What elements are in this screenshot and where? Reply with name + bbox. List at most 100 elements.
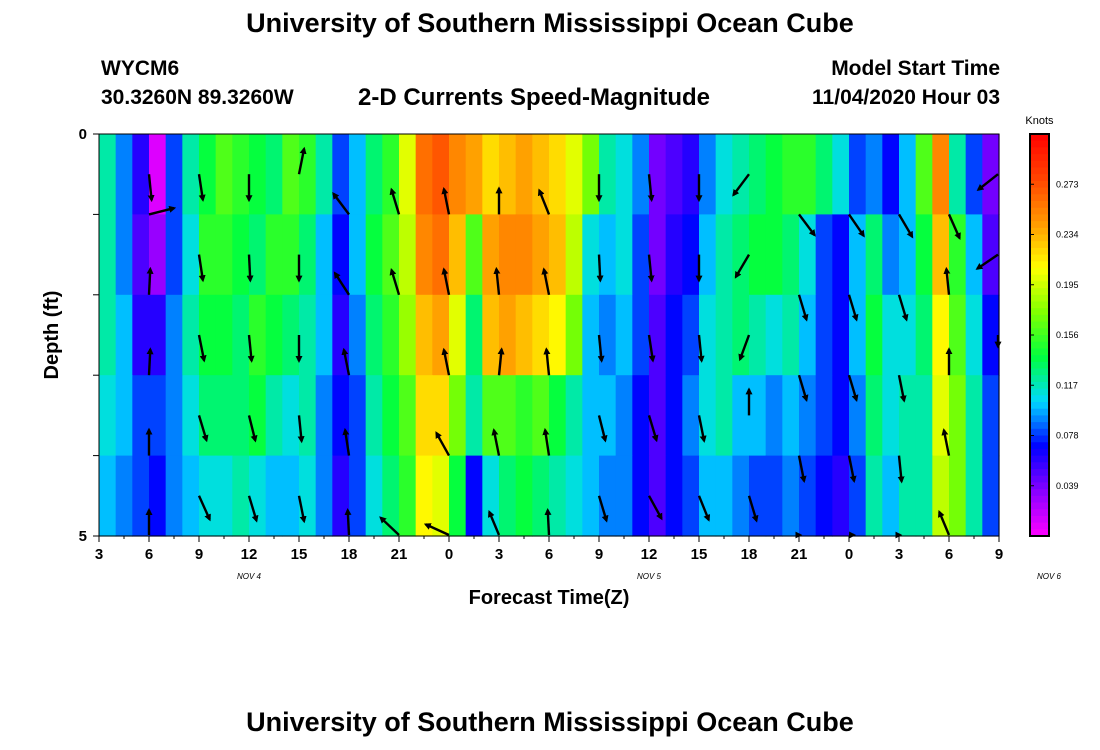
- heatmap-cell: [815, 375, 833, 457]
- heatmap-cell: [215, 294, 233, 376]
- heatmap-cell: [449, 134, 467, 215]
- heatmap-cell: [765, 214, 783, 296]
- current-vector-arrow: [847, 455, 857, 484]
- heatmap-cell: [499, 134, 517, 215]
- current-vector-arrow: [975, 253, 999, 270]
- heatmap-cell: [682, 294, 700, 376]
- current-vector-arrow: [247, 495, 259, 523]
- current-vector-arrow: [441, 347, 451, 376]
- colorbar-segment: [1030, 294, 1049, 303]
- colorbar-segment: [1030, 482, 1049, 490]
- x-tick-label: 3: [95, 546, 103, 563]
- heatmap-cell: [165, 134, 183, 215]
- heatmap-cell: [132, 455, 150, 537]
- heatmap-cell: [665, 375, 683, 457]
- current-vector-arrow: [389, 187, 401, 215]
- heatmap-cell: [549, 375, 567, 457]
- heatmap-cell: [865, 134, 883, 215]
- heatmap-cell: [215, 214, 233, 296]
- x-tick-label: 6: [945, 546, 953, 563]
- heatmap-cell: [365, 455, 383, 537]
- heatmap-cell: [882, 134, 900, 215]
- current-vector-arrow: [146, 347, 154, 376]
- heatmap-cell: [165, 455, 183, 537]
- colorbar-segment: [1030, 154, 1049, 162]
- colorbar-segment: [1030, 201, 1049, 209]
- heatmap-cell: [482, 455, 500, 537]
- current-vector-arrow: [197, 254, 206, 283]
- heatmap-cell: [449, 294, 467, 376]
- colorbar-segment: [1030, 308, 1049, 316]
- heatmap-cell: [365, 134, 383, 215]
- heatmap-cell: [632, 294, 650, 376]
- heatmap-cell: [715, 214, 733, 296]
- colorbar-segment: [1030, 268, 1049, 276]
- heatmap-cell: [882, 455, 900, 537]
- heatmap-cell: [199, 134, 217, 215]
- heatmap-cell: [482, 134, 500, 215]
- x-date-label: NOV 4: [237, 572, 262, 581]
- heatmap-cell: [432, 455, 450, 537]
- colorbar-segment: [1030, 207, 1049, 215]
- heatmap-cell: [649, 214, 667, 296]
- colorbar-segment: [1030, 187, 1049, 195]
- colorbar-segment: [1030, 335, 1049, 343]
- current-vector-arrow: [441, 186, 451, 215]
- colorbar-segment: [1030, 415, 1049, 423]
- colorbar-segment: [1030, 281, 1049, 289]
- colorbar-segment: [1030, 261, 1049, 269]
- colorbar-tick-label: 0.156: [1056, 330, 1079, 340]
- y-axis-label: Depth (ft): [41, 291, 63, 380]
- current-vector-arrow: [148, 205, 177, 216]
- current-vector-arrow: [537, 188, 551, 215]
- heatmap-cell: [399, 294, 417, 376]
- heatmap-cell: [715, 134, 733, 215]
- heatmap-cell: [465, 214, 483, 296]
- heatmap-cell: [149, 455, 167, 537]
- heatmap-cell: [115, 134, 133, 215]
- colorbar-segment: [1030, 489, 1049, 497]
- heatmap-cell: [165, 375, 183, 457]
- colorbar-segment: [1030, 422, 1049, 430]
- heatmap-cell: [949, 294, 967, 376]
- colorbar-segment: [1030, 355, 1049, 363]
- heatmap-cell: [349, 375, 367, 457]
- heatmap-cell: [749, 214, 767, 296]
- heatmap-cell: [932, 294, 950, 376]
- heatmap-cell: [565, 294, 583, 376]
- heatmap-cell: [682, 375, 700, 457]
- current-vector-arrow: [732, 173, 750, 197]
- heatmap-cell: [182, 455, 200, 537]
- x-tick-label: 15: [291, 546, 308, 563]
- heatmap-cell: [699, 214, 717, 296]
- heatmap-cell: [865, 375, 883, 457]
- current-vector-arrow: [897, 294, 909, 322]
- heatmap-cell: [582, 375, 600, 457]
- heatmap-cell: [749, 375, 767, 457]
- heatmap-cell: [932, 214, 950, 296]
- heatmap-cell: [215, 134, 233, 215]
- colorbar-segment: [1030, 301, 1049, 309]
- x-tick-label: 6: [545, 546, 553, 563]
- heatmap-cell: [682, 455, 700, 537]
- heatmap-cell: [932, 455, 950, 537]
- x-tick-label: 9: [595, 546, 603, 563]
- heatmap-cell: [399, 455, 417, 537]
- heatmap-cell: [99, 134, 117, 215]
- current-vector-arrow: [798, 213, 816, 237]
- heatmap-cell: [782, 375, 800, 457]
- heatmap-cell: [349, 294, 367, 376]
- x-tick-label: 15: [691, 546, 708, 563]
- heatmap-cell: [382, 455, 400, 537]
- colorbar-segment: [1030, 234, 1049, 242]
- colorbar-segment: [1030, 247, 1049, 256]
- heatmap-cell: [649, 134, 667, 215]
- heatmap-cell: [165, 294, 183, 376]
- current-vector-arrow: [541, 267, 551, 296]
- current-vector-arrow: [747, 495, 759, 523]
- heatmap-cell: [615, 455, 633, 537]
- heatmap-cell: [582, 214, 600, 296]
- current-vector-arrow: [976, 173, 999, 192]
- current-vector-arrow: [497, 347, 505, 376]
- colorbar-tick-label: 0.078: [1056, 431, 1079, 441]
